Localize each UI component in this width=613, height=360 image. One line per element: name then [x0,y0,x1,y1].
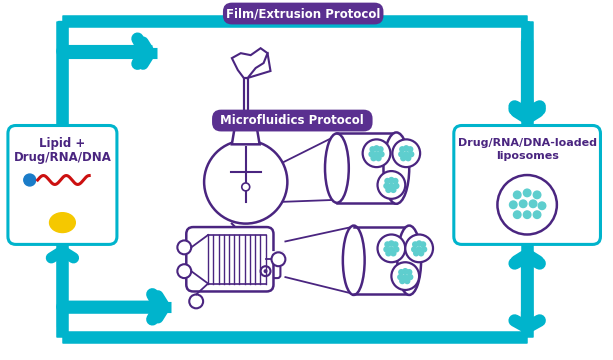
Circle shape [204,140,287,224]
Circle shape [189,294,203,308]
Circle shape [404,152,409,157]
Circle shape [421,242,425,247]
Circle shape [509,201,517,208]
Circle shape [385,242,390,247]
Circle shape [378,171,405,199]
Circle shape [400,147,405,152]
Circle shape [417,247,422,252]
Ellipse shape [50,213,75,233]
Circle shape [403,269,408,274]
Circle shape [529,200,537,208]
Circle shape [392,139,420,167]
Circle shape [394,247,399,252]
Circle shape [385,179,390,184]
Polygon shape [248,53,270,78]
Circle shape [405,279,409,284]
Circle shape [538,202,546,210]
Text: Film/Extrusion Protocol: Film/Extrusion Protocol [226,7,381,20]
Circle shape [177,240,191,254]
Circle shape [393,179,398,184]
Circle shape [409,152,414,157]
Circle shape [533,191,541,199]
Circle shape [398,275,403,280]
Circle shape [369,152,374,157]
Circle shape [386,251,391,256]
FancyBboxPatch shape [186,227,273,292]
Circle shape [412,247,417,252]
Text: Drug/RNA/DNA: Drug/RNA/DNA [13,151,112,164]
Circle shape [406,156,411,161]
Circle shape [514,191,521,199]
Polygon shape [232,114,260,144]
Polygon shape [232,48,267,78]
Circle shape [408,147,413,152]
Circle shape [374,146,379,151]
Text: Lipid +: Lipid + [39,137,86,150]
Ellipse shape [397,226,421,295]
FancyBboxPatch shape [212,110,373,131]
Circle shape [401,156,406,161]
Circle shape [389,184,394,188]
Circle shape [408,275,413,280]
Circle shape [519,200,527,208]
Circle shape [422,247,427,252]
FancyBboxPatch shape [8,126,117,244]
Circle shape [378,234,405,262]
Circle shape [417,241,422,246]
Circle shape [399,270,404,275]
Ellipse shape [384,132,409,204]
Circle shape [405,234,433,262]
Bar [208,252,283,264]
Circle shape [371,156,376,161]
Circle shape [391,251,396,256]
Circle shape [399,152,404,157]
Circle shape [389,177,394,183]
FancyBboxPatch shape [454,126,601,244]
FancyBboxPatch shape [223,3,384,24]
Circle shape [400,279,405,284]
Text: Microfluidics Protocol: Microfluidics Protocol [221,114,364,127]
Circle shape [391,262,419,290]
Text: Drug/RNA/DNA-loaded: Drug/RNA/DNA-loaded [458,138,596,148]
Circle shape [378,147,383,152]
Circle shape [514,211,521,219]
Text: liposomes: liposomes [496,151,558,161]
Circle shape [389,247,394,252]
Circle shape [374,152,379,157]
Circle shape [24,174,36,186]
Circle shape [386,188,391,192]
Circle shape [524,211,531,219]
Circle shape [404,146,409,151]
Circle shape [177,264,191,278]
Circle shape [391,188,396,192]
FancyBboxPatch shape [211,264,280,278]
Circle shape [389,241,394,246]
Bar [244,78,248,111]
Circle shape [379,152,384,157]
Circle shape [393,242,398,247]
Circle shape [524,189,531,197]
Circle shape [264,269,267,273]
Circle shape [533,211,541,219]
Circle shape [394,184,399,188]
Circle shape [384,184,389,188]
Polygon shape [344,226,354,294]
Circle shape [242,183,249,191]
Circle shape [414,251,419,256]
Circle shape [376,156,381,161]
Circle shape [497,175,557,234]
Circle shape [370,147,375,152]
Bar [236,111,256,116]
Circle shape [407,270,412,275]
Circle shape [403,275,408,280]
Circle shape [419,251,424,256]
Ellipse shape [325,134,349,203]
Circle shape [272,252,286,266]
Circle shape [384,247,389,252]
Ellipse shape [343,226,365,295]
Circle shape [261,266,270,276]
Circle shape [413,242,417,247]
Bar [58,22,67,126]
Circle shape [363,139,390,167]
